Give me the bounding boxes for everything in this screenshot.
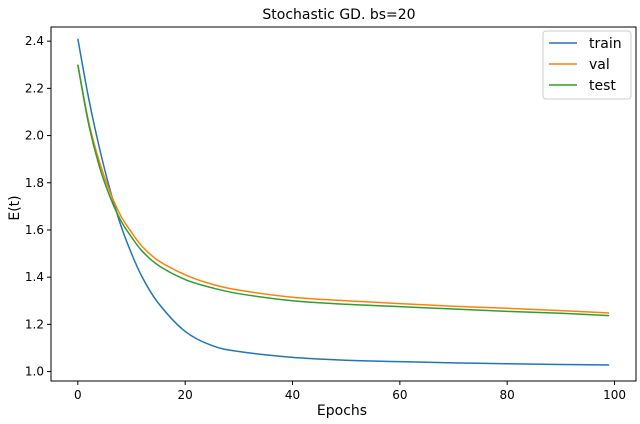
y-tick-label: 1.4 — [25, 270, 44, 284]
legend-label-test: test — [589, 78, 616, 94]
x-tick-label: 60 — [392, 388, 407, 402]
legend-label-train: train — [589, 36, 622, 52]
y-axis-label: E(t) — [7, 195, 23, 220]
x-axis: 0 20 40 60 80 100 — [74, 381, 626, 402]
y-axis: 1.0 1.2 1.4 1.6 1.8 2.0 2.2 2.4 — [25, 34, 51, 379]
series-line-val — [77, 64, 610, 314]
series-line-test — [77, 64, 610, 317]
series-line-train — [77, 38, 610, 366]
x-tick-label: 40 — [285, 388, 300, 402]
legend: train val test — [542, 30, 632, 100]
chart-title: Stochastic GD. bs=20 — [262, 7, 415, 23]
y-tick-label: 1.6 — [25, 223, 44, 237]
legend-label-val: val — [589, 57, 610, 73]
series-layer — [77, 38, 610, 366]
legend-box — [542, 30, 632, 100]
y-tick-label: 2.2 — [25, 81, 44, 95]
x-tick-label: 20 — [178, 388, 193, 402]
y-tick-label: 2.4 — [25, 34, 44, 48]
y-tick-label: 1.0 — [25, 365, 44, 379]
y-tick-label: 2.0 — [25, 129, 44, 143]
plot-frame — [50, 26, 637, 382]
x-axis-label: Epochs — [317, 403, 367, 419]
y-tick-label: 1.8 — [25, 176, 44, 190]
x-tick-label: 0 — [74, 388, 82, 402]
x-tick-label: 80 — [500, 388, 515, 402]
y-tick-label: 1.2 — [25, 317, 44, 331]
x-tick-label: 100 — [603, 388, 626, 402]
